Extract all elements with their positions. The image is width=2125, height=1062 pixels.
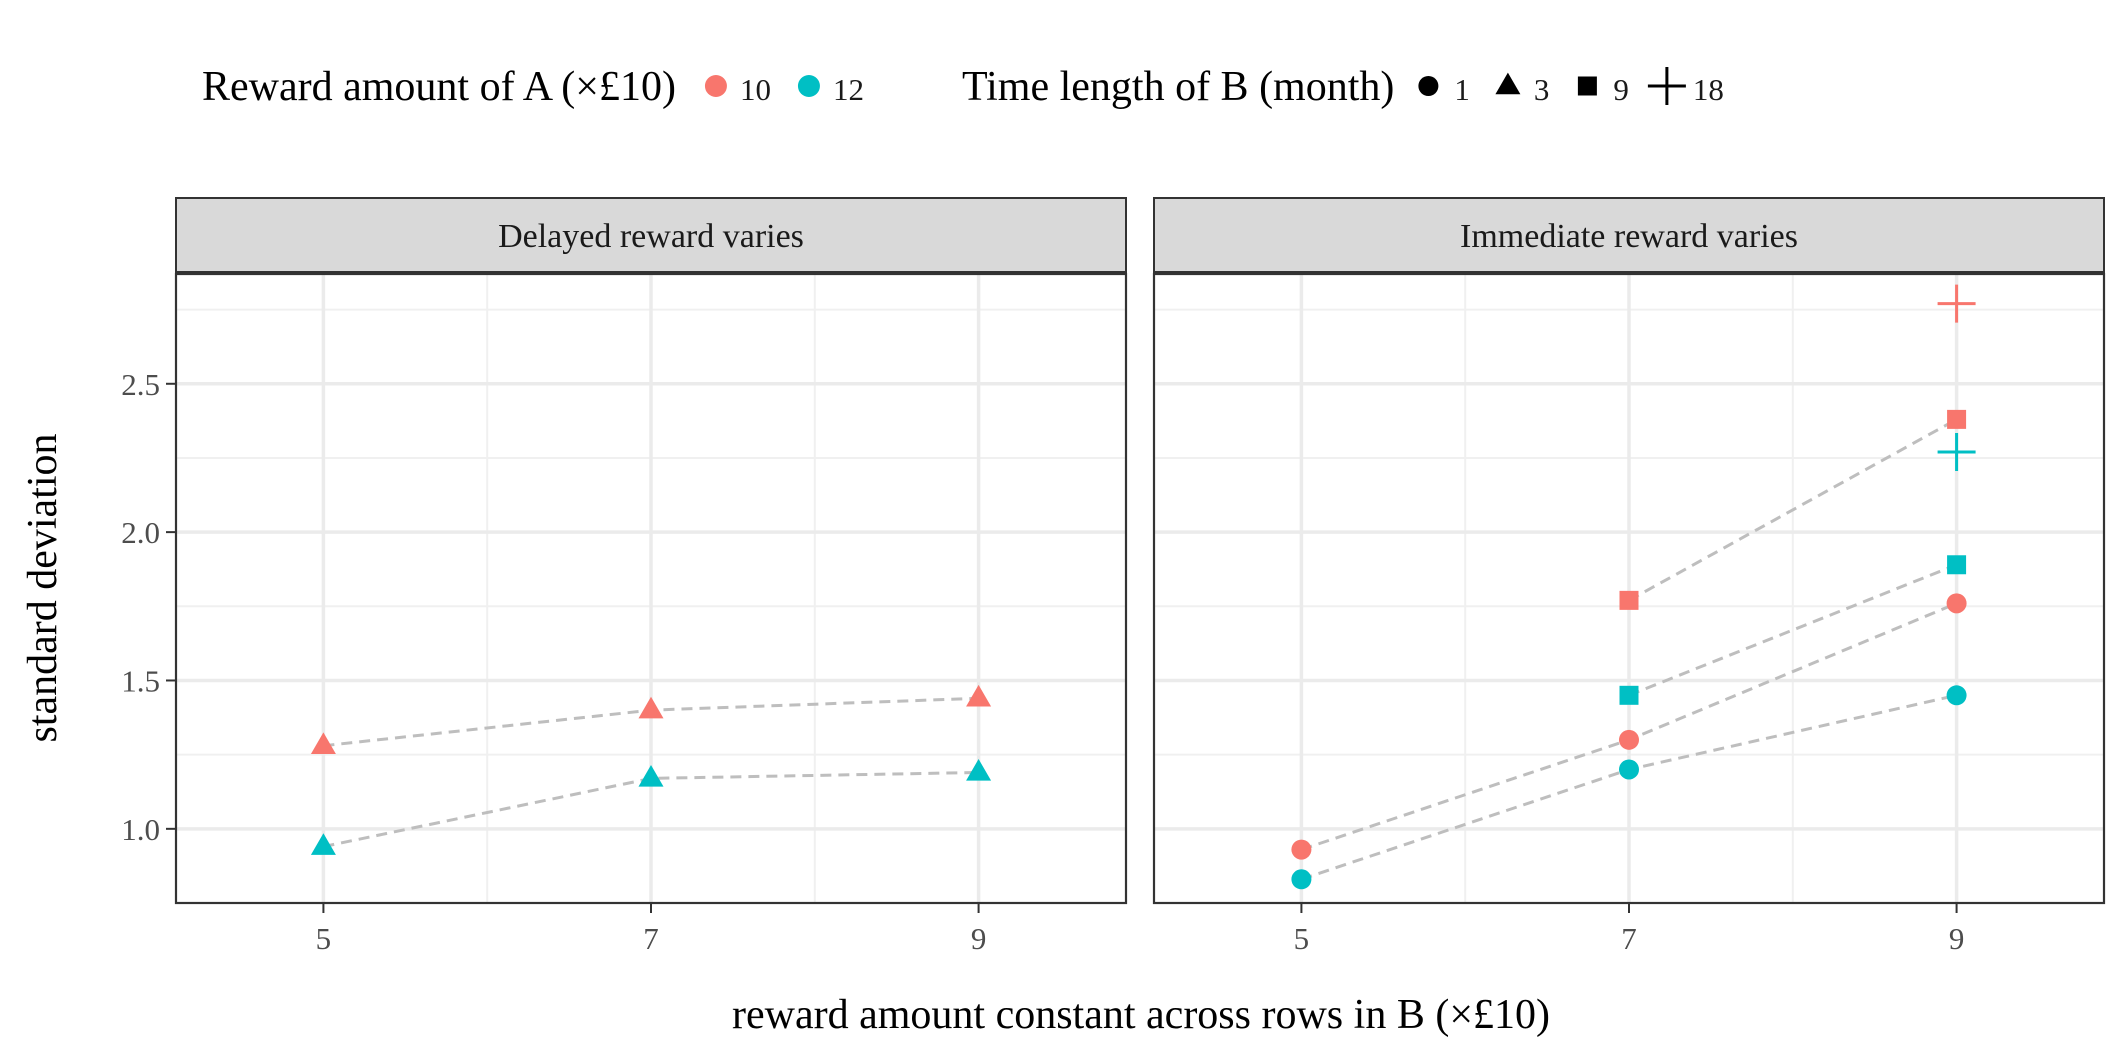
y-tick-label: 1.5 [121, 663, 160, 698]
legend-shape-label: 3 [1534, 72, 1550, 107]
data-point-triangle [638, 696, 664, 719]
data-point-plus [1937, 284, 1976, 323]
legend-key-square [1577, 76, 1597, 96]
facet-strip [175, 197, 1127, 273]
legend-key-circle [1418, 76, 1439, 96]
y-tick-label: 2.5 [121, 367, 160, 402]
legend-shape-label: 9 [1613, 72, 1629, 107]
x-tick-label: 9 [1949, 921, 1965, 956]
x-tick-label: 7 [1621, 921, 1637, 956]
data-point-square [1619, 685, 1639, 705]
facet-strip [1153, 197, 2105, 273]
legend-shape-label: 18 [1693, 72, 1724, 107]
x-axis-title: reward amount constant across rows in B … [732, 992, 1550, 1038]
legend-key-color [704, 75, 727, 97]
series-line [1628, 418, 1958, 602]
data-point-square [1947, 555, 1967, 575]
x-tick-label: 7 [643, 921, 659, 956]
data-point-circle [1946, 685, 1967, 706]
x-tick-label: 9 [971, 921, 987, 956]
data-point-plus [1937, 433, 1976, 472]
facet-strip-label: Immediate reward varies [1460, 218, 1798, 255]
data-point-triangle [966, 684, 992, 707]
legend-color-label: 10 [740, 72, 771, 107]
data-point-square [1947, 409, 1967, 429]
facet-panel: Delayed reward varies 5 7 9 1.0 1.5 2.0 2.5 [121, 197, 1128, 956]
x-tick-label: 5 [1294, 921, 1310, 956]
panels: Delayed reward varies 5 7 9 1.0 1.5 2.0 2.5 Imme… [121, 197, 2106, 956]
y-axis-title: standard deviation [20, 433, 66, 742]
y-tick-label: 2.0 [121, 515, 160, 550]
series-line [1628, 563, 1958, 697]
y-tick-label: 1.0 [121, 812, 160, 847]
data-point-circle [1619, 729, 1639, 750]
data-point-triangle [638, 764, 664, 787]
legend-color-label: 12 [833, 72, 864, 107]
legend-shape-label: 1 [1454, 72, 1470, 107]
legend-key-plus [1647, 67, 1686, 105]
data-point-triangle [310, 732, 336, 754]
data-point-circle [1291, 839, 1312, 860]
legend-key-color [797, 75, 820, 97]
facet-panel: Immediate reward varies 5 7 9 [1152, 197, 2106, 956]
data-point-triangle [966, 759, 992, 781]
legend-color-title: Reward amount of A (×£10) [202, 64, 676, 110]
data-point-circle [1291, 869, 1312, 890]
legend-key-triangle [1495, 72, 1521, 95]
legend-shape-title: Time length of B (month) [962, 64, 1394, 110]
x-tick-label: 5 [316, 921, 332, 956]
legend: Reward amount of A (×£10) 10 12 Time length… [202, 64, 1724, 110]
data-point-circle [1946, 593, 1967, 614]
data-point-circle [1619, 759, 1639, 780]
facet-strip-label: Delayed reward varies [498, 218, 804, 255]
data-point-square [1619, 590, 1639, 610]
data-point-triangle [310, 833, 336, 855]
